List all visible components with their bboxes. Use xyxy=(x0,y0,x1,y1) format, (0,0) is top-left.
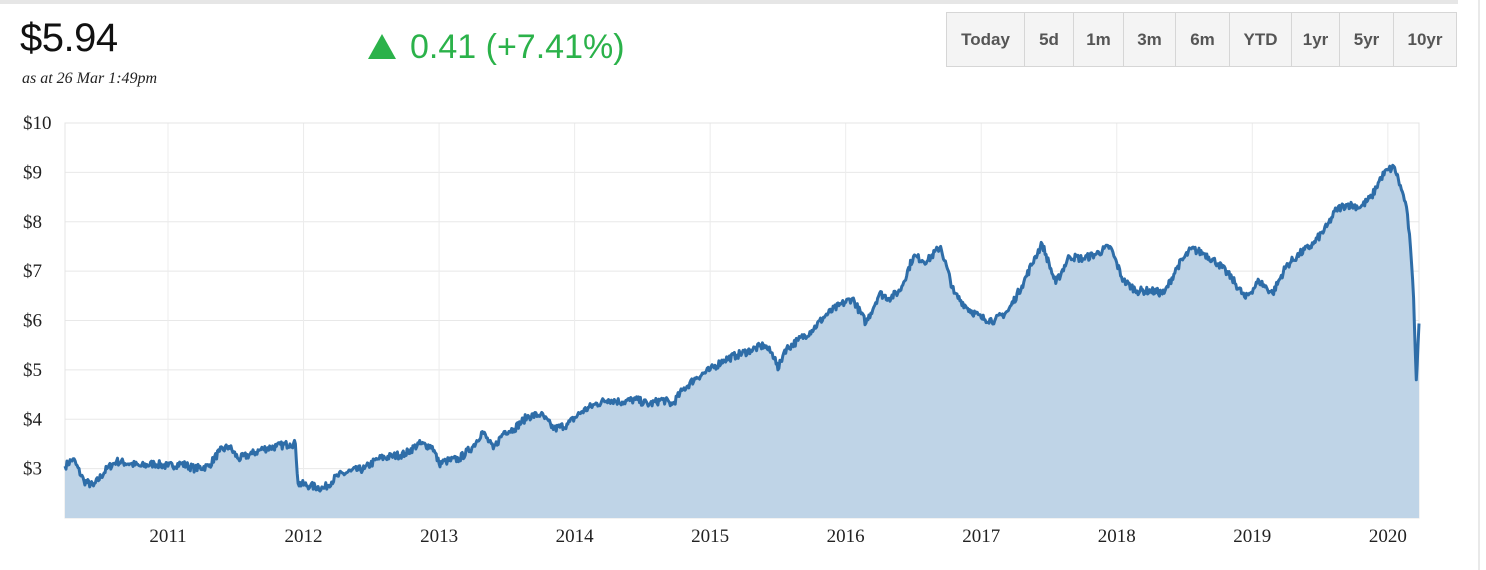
price-series-line xyxy=(63,163,1421,493)
y-tick-label: $3 xyxy=(23,459,42,480)
price-timestamp: as at 26 Mar 1:49pm xyxy=(22,70,158,87)
range-button-10yr[interactable]: 10yr xyxy=(1394,13,1456,66)
price-area-fill xyxy=(65,165,1419,519)
range-button-6m[interactable]: 6m xyxy=(1176,13,1230,66)
y-tick-label: $10 xyxy=(23,113,52,134)
range-button-3m[interactable]: 3m xyxy=(1124,13,1176,66)
y-tick-label: $9 xyxy=(23,162,42,183)
range-button-5yr[interactable]: 5yr xyxy=(1340,13,1394,66)
range-button-5d[interactable]: 5d xyxy=(1025,13,1074,66)
x-tick-label: 2018 xyxy=(1098,526,1136,547)
range-button-1yr[interactable]: 1yr xyxy=(1292,13,1340,66)
y-tick-label: $4 xyxy=(23,409,43,430)
y-tick-label: $7 xyxy=(23,261,42,282)
range-button-today[interactable]: Today xyxy=(947,13,1025,66)
x-tick-label: 2019 xyxy=(1233,526,1271,547)
top-divider xyxy=(0,0,1458,4)
x-tick-label: 2015 xyxy=(691,526,729,547)
y-tick-label: $6 xyxy=(23,311,42,332)
x-tick-label: 2014 xyxy=(556,526,595,547)
up-arrow-icon xyxy=(368,34,396,59)
y-tick-label: $5 xyxy=(23,360,42,381)
x-tick-label: 2017 xyxy=(962,526,1000,547)
x-tick-label: 2012 xyxy=(285,526,323,547)
x-tick-label: 2020 xyxy=(1369,526,1407,547)
range-button-ytd[interactable]: YTD xyxy=(1230,13,1292,66)
price-change: 0.41 (+7.41%) xyxy=(368,28,625,67)
y-tick-label: $8 xyxy=(23,212,42,233)
x-tick-label: 2016 xyxy=(827,526,865,547)
range-button-1m[interactable]: 1m xyxy=(1074,13,1124,66)
price-change-value: 0.41 (+7.41%) xyxy=(410,28,625,66)
current-price: $5.94 xyxy=(20,16,118,60)
x-tick-label: 2011 xyxy=(149,526,186,547)
x-tick-label: 2013 xyxy=(420,526,458,547)
right-divider xyxy=(1478,0,1480,570)
range-selector: Today 5d 1m 3m 6m YTD 1yr 5yr 10yr xyxy=(946,12,1457,67)
